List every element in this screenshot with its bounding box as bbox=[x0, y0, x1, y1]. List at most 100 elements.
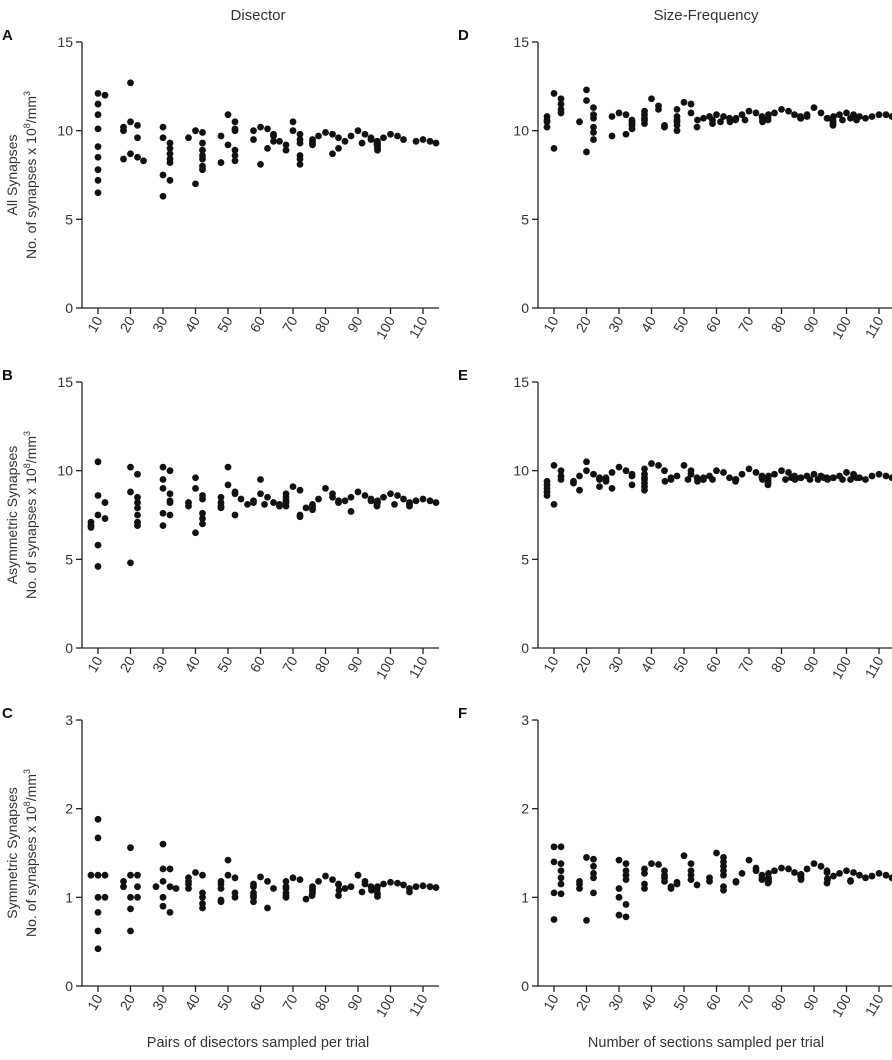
data-point bbox=[296, 486, 304, 494]
data-point bbox=[315, 495, 322, 503]
y-tick-label: 0 bbox=[521, 640, 529, 656]
data-point bbox=[590, 114, 597, 122]
data-point bbox=[302, 504, 310, 512]
data-point bbox=[257, 873, 264, 881]
data-point bbox=[694, 477, 701, 485]
y-axis-label: Symmetric Synapses No. of synapses x 108/… bbox=[4, 769, 39, 937]
data-point bbox=[159, 192, 167, 200]
data-point bbox=[94, 541, 102, 549]
data-point bbox=[550, 889, 558, 897]
data-point bbox=[237, 495, 245, 503]
data-point bbox=[576, 118, 583, 126]
data-point bbox=[322, 485, 329, 492]
x-tick-label: 100 bbox=[829, 991, 855, 1019]
data-point bbox=[543, 123, 551, 131]
x-tick-label: 60 bbox=[246, 313, 268, 335]
data-point bbox=[94, 90, 102, 97]
data-point bbox=[166, 909, 174, 916]
data-point bbox=[759, 118, 766, 126]
data-point bbox=[655, 105, 662, 113]
y-label-part: /mm bbox=[23, 436, 39, 463]
data-point bbox=[192, 474, 199, 482]
data-point bbox=[289, 118, 297, 126]
x-tick-label: 30 bbox=[605, 991, 627, 1013]
data-point bbox=[432, 499, 440, 506]
data-point bbox=[192, 485, 199, 492]
data-point bbox=[570, 479, 577, 487]
data-point bbox=[655, 461, 662, 469]
data-point bbox=[745, 465, 753, 473]
data-point bbox=[738, 869, 746, 877]
x-tick-label: 10 bbox=[84, 313, 106, 335]
panel-A: A 0 5 10 15 10 20 30 40 50 60 70 80 90 100 110 bbox=[2, 27, 440, 342]
y-tick-label: 0 bbox=[65, 300, 73, 316]
x-tick-label: 50 bbox=[214, 653, 236, 675]
data-point bbox=[367, 497, 375, 505]
data-point bbox=[615, 885, 623, 892]
data-point bbox=[347, 508, 355, 515]
data-point bbox=[824, 876, 831, 883]
data-point bbox=[882, 111, 890, 119]
x-tick-label: 40 bbox=[181, 991, 203, 1013]
data-point bbox=[302, 895, 310, 903]
data-point bbox=[868, 872, 876, 880]
panel-letter: E bbox=[458, 367, 468, 384]
y-label-part: No. of synapses x 10 bbox=[23, 128, 39, 259]
data-point bbox=[628, 125, 636, 133]
data-point bbox=[199, 139, 206, 147]
data-point bbox=[791, 111, 798, 119]
data-point bbox=[335, 499, 342, 506]
data-point bbox=[713, 467, 720, 475]
data-point bbox=[720, 871, 727, 879]
y-tick-label: 0 bbox=[521, 300, 529, 316]
data-point bbox=[120, 877, 127, 885]
y-tick-label: 5 bbox=[65, 551, 73, 567]
data-point bbox=[693, 881, 701, 889]
data-point bbox=[406, 502, 413, 510]
data-point bbox=[276, 502, 283, 510]
data-point bbox=[550, 858, 558, 866]
data-point bbox=[709, 120, 716, 127]
data-point bbox=[101, 871, 109, 879]
data-point bbox=[752, 867, 760, 875]
data-point bbox=[709, 476, 716, 483]
data-point bbox=[673, 105, 681, 113]
data-point bbox=[199, 166, 206, 174]
data-point bbox=[550, 90, 558, 97]
x-tick-label: 50 bbox=[670, 991, 692, 1013]
data-point bbox=[341, 497, 349, 505]
x-tick-label: 50 bbox=[670, 653, 692, 675]
x-tick-label: 30 bbox=[149, 991, 171, 1013]
data-point bbox=[264, 493, 271, 501]
data-point bbox=[94, 893, 102, 901]
data-point bbox=[264, 877, 271, 885]
x-tick-label: 80 bbox=[767, 991, 789, 1013]
data-point bbox=[684, 476, 692, 483]
data-point bbox=[810, 104, 818, 112]
x-tick-label: 20 bbox=[572, 991, 594, 1013]
data-point bbox=[765, 472, 772, 480]
data-point bbox=[361, 130, 369, 138]
x-tick-label: 70 bbox=[735, 653, 757, 675]
data-point bbox=[583, 148, 590, 156]
data-point bbox=[615, 856, 623, 864]
data-point bbox=[231, 157, 239, 165]
data-point bbox=[641, 120, 648, 127]
data-point bbox=[94, 143, 102, 151]
data-point bbox=[199, 129, 206, 136]
panel-letter: B bbox=[2, 367, 13, 384]
x-tick-label: 30 bbox=[149, 653, 171, 675]
data-point bbox=[667, 476, 675, 483]
y-tick-label: 10 bbox=[57, 123, 73, 139]
data-point bbox=[419, 495, 427, 503]
data-point bbox=[166, 865, 174, 873]
x-tick-label: 100 bbox=[373, 313, 399, 341]
data-point bbox=[839, 116, 846, 124]
data-point bbox=[101, 499, 109, 506]
data-point bbox=[622, 876, 630, 883]
data-point bbox=[810, 860, 818, 868]
column-title: Disector bbox=[230, 7, 285, 24]
data-point bbox=[680, 98, 688, 106]
data-point bbox=[309, 141, 316, 149]
data-point bbox=[127, 927, 134, 935]
